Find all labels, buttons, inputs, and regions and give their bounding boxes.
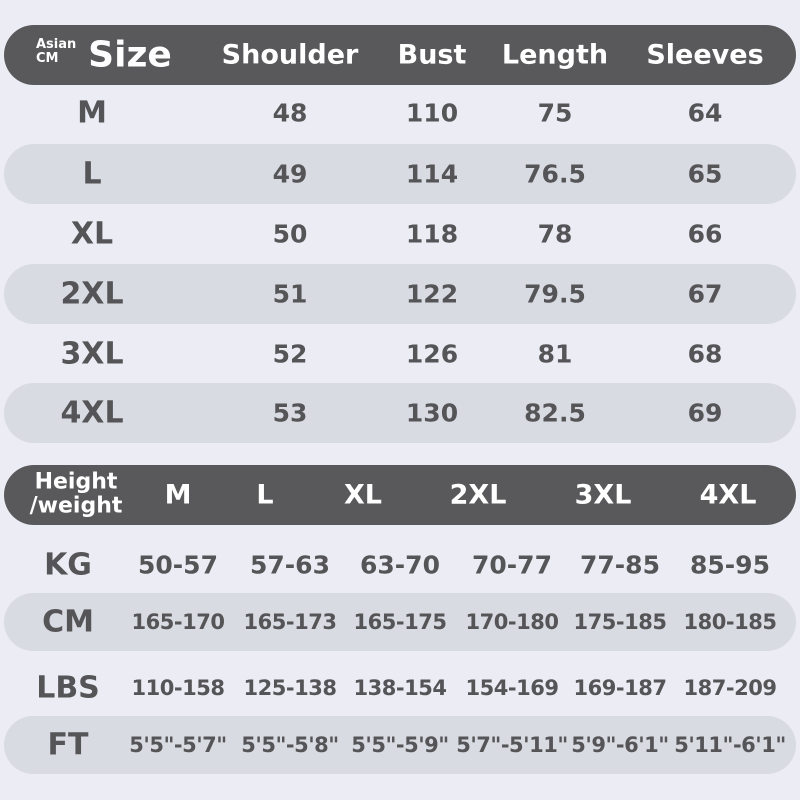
size-label: XL [70,216,114,252]
fit-value: 187-209 [683,676,777,700]
column-header: Bust [397,39,467,71]
fit-value: 5'5"-5'9" [351,733,449,757]
fit-value: 165-170 [131,610,225,634]
fit-value: 170-180 [465,610,559,634]
asian-label: Asian [36,37,77,52]
size-value: 122 [405,279,459,309]
fit-value: 57-63 [250,550,330,580]
column-header: Sleeves [646,39,764,71]
size-label: L [82,156,102,192]
size-value: 114 [405,159,459,189]
size-value: 130 [405,398,459,428]
size-label: 2XL [60,276,124,312]
fit-value: 5'9"-6'1" [571,733,669,757]
size-value: 67 [687,279,723,309]
column-header: Shoulder [221,39,359,71]
size-value: 69 [687,398,723,428]
size-row-shade [4,144,796,204]
size-value: 68 [687,339,723,369]
size-value: 50 [272,219,308,249]
fit-value: 5'7"-5'11" [456,733,568,757]
fit-value: 5'11"-6'1" [674,733,786,757]
size-value: 49 [272,159,308,189]
size-table-header [4,25,796,85]
fit-value: 165-173 [243,610,337,634]
fit-value: 138-154 [353,676,447,700]
size-value: 65 [687,159,723,189]
size-label: M [77,95,107,131]
fit-row-label: FT [47,727,89,763]
fit-value: 169-187 [573,676,667,700]
size-value: 52 [272,339,308,369]
cm-label: CM [36,51,59,66]
fit-value: 180-185 [683,610,777,634]
fit-row-shade [4,593,796,651]
size-value: 53 [272,398,308,428]
size-value: 51 [272,279,308,309]
size-label: 3XL [60,336,124,372]
fit-size-header: M [164,479,192,511]
fit-value: 50-57 [138,550,218,580]
fit-row-shade [4,716,796,774]
size-label: 4XL [60,395,124,431]
fit-row-label: CM [42,604,94,640]
fit-size-header: L [256,479,274,511]
size-value: 81 [537,339,573,369]
fit-value: 5'5"-5'7" [129,733,227,757]
column-header: Length [501,39,609,71]
fit-size-header: 3XL [574,479,632,511]
size-value: 48 [272,98,308,128]
fit-value: 5'5"-5'8" [241,733,339,757]
fit-size-header: 4XL [699,479,757,511]
fit-value: 154-169 [465,676,559,700]
fit-table-header [4,465,796,525]
size-value: 126 [405,339,459,369]
size-row-shade [4,264,796,324]
size-value: 82.5 [524,398,586,428]
size-value: 79.5 [524,279,586,309]
size-value: 76.5 [524,159,586,189]
fit-size-header: XL [343,479,383,511]
size-row-shade [4,383,796,443]
fit-value: 175-185 [573,610,667,634]
size-header: Size [88,34,172,76]
size-value: 118 [405,219,459,249]
fit-row-label: LBS [36,670,100,706]
fit-value: 165-175 [353,610,447,634]
fit-value: 110-158 [131,676,225,700]
size-value: 75 [537,98,573,128]
size-value: 78 [537,219,573,249]
fit-value: 63-70 [360,550,440,580]
height-weight-label-2: /weight [29,493,123,519]
fit-size-header: 2XL [449,479,507,511]
size-value: 110 [405,98,459,128]
fit-row-label: KG [44,547,92,583]
fit-value: 85-95 [690,550,770,580]
size-value: 64 [687,98,723,128]
asian-cm-label: Asian CM [36,38,76,66]
fit-value: 70-77 [472,550,552,580]
fit-value: 77-85 [580,550,660,580]
height-weight-label-1: Height [34,469,118,495]
fit-value: 125-138 [243,676,337,700]
size-value: 66 [687,219,723,249]
